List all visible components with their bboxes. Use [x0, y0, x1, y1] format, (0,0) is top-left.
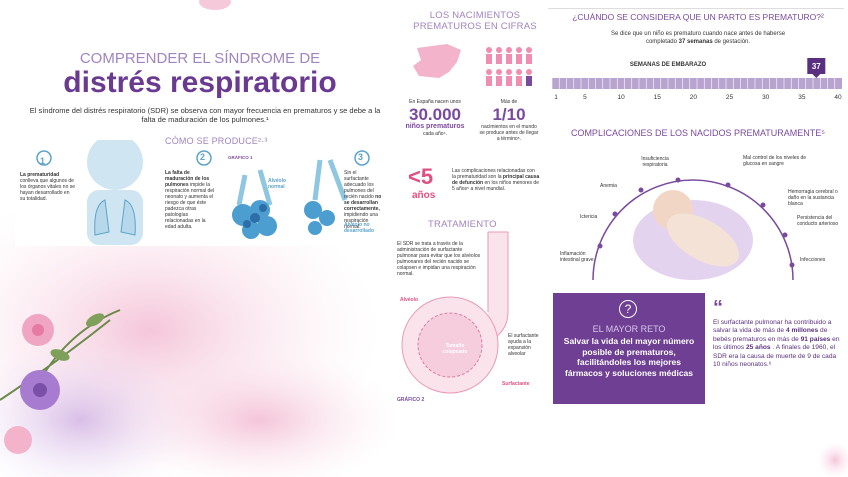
alveolus-label: Alvéolo no desarrollado — [344, 222, 375, 234]
step-text: conlleva que algunos de los órganos vita… — [20, 178, 76, 202]
cifras-icons — [413, 44, 532, 86]
premature-text: 37 semanas — [678, 38, 713, 45]
week-tick-label: 25 — [726, 94, 734, 101]
complication: Anemia — [600, 183, 617, 189]
step-text: no se desarrollan correctamente, — [344, 194, 382, 212]
quote-text: 4 millones — [785, 327, 819, 335]
complications-illustration — [592, 177, 795, 281]
marker-pointer — [812, 74, 821, 78]
week-tick-label: 40 — [834, 94, 842, 101]
stat-unit: años — [412, 190, 436, 201]
complications-title: COMPLICACIONES DE LOS NACIDOS PREMATURAM… — [570, 128, 826, 138]
step-text: La prematuridad conlleva que algunos de … — [20, 172, 76, 202]
complication: Persistencia del conducto arterioso — [797, 215, 839, 227]
week-tick-label: 30 — [762, 94, 770, 101]
stat-text: Las complicaciones relacionadas con la p… — [452, 168, 535, 180]
quote-text: de bebés prematuros en más de — [713, 327, 828, 343]
marker-label: 37 — [812, 62, 821, 71]
step-text: La falta de maduración de los pulmones — [165, 170, 210, 188]
week-tick-label: 35 — [798, 94, 806, 101]
stat-unit: niños prematuros — [405, 123, 465, 130]
treatment-illustration — [401, 231, 509, 394]
quote-text: El surfactante pulmonar ha contribuido a… — [713, 319, 845, 369]
step-text: La prematuridad — [20, 172, 60, 178]
week-tick-label: 10 — [617, 94, 625, 101]
stat-value: <5 — [408, 164, 434, 189]
complication: Ictericia — [580, 214, 598, 220]
title: distrés respiratorio — [63, 66, 337, 99]
premature-text: Se dice que un niño es prematuro cuando … — [610, 31, 786, 45]
premature-text: de gestación. — [714, 38, 751, 45]
stat-text: principal causa de defunción — [452, 174, 540, 186]
weeks-title: SEMANAS DE EMBARAZO — [629, 62, 707, 68]
stat-text: cada año⁴. — [422, 131, 448, 137]
cifras-title: LOS NACIMIENTOS PREMATUROS EN CIFRAS — [413, 10, 537, 32]
stat-text: En España nacen unos — [409, 99, 461, 105]
quote-mark: “ — [713, 297, 723, 319]
how-title: CÓMO SE PRODUCE²·³ — [165, 136, 268, 146]
stat-text: en los niños menores de 5 años⁵ a nivel … — [452, 180, 539, 192]
stat-text: nacimientos en el mundo se produce antes… — [479, 124, 539, 142]
treatment-label: Alvéolo — [400, 297, 419, 303]
stat-text: Más de — [500, 99, 518, 105]
step-text: impidiendo una respiración normal. — [344, 212, 378, 230]
complication: Insuficiencia respiratoria — [641, 156, 669, 168]
stat-value: 30.000 — [409, 105, 461, 124]
challenge-title: EL MAYOR RETO — [592, 324, 666, 334]
graphic-label: GRÁFICO 1 — [228, 155, 253, 160]
complication: Infecciones — [800, 257, 826, 263]
alveolus-label: Alvéolo normal — [268, 178, 287, 190]
step-text: Sin el surfactante adecuado los pulmones… — [344, 170, 374, 200]
premature-title: ¿CUÁNDO SE CONSIDERA QUE UN PARTO ES PRE… — [572, 12, 824, 22]
treatment-text: El SDR se trata a través de la administr… — [397, 241, 481, 277]
quote-text: 91 países — [800, 335, 831, 343]
treatment-label: Surfactante — [502, 381, 530, 387]
stat-text: Las complicaciones relacionadas con la p… — [452, 168, 540, 192]
kicker: COMPRENDER EL SÍNDROME DE — [79, 50, 321, 67]
quote-text: en los últimos — [713, 335, 840, 352]
week-tick-label: 15 — [654, 94, 662, 101]
week-tick-label: 1 — [554, 94, 558, 101]
quote-panel — [705, 293, 848, 404]
quote-text: El surfactante pulmonar ha contribuido a… — [713, 319, 832, 335]
complication: Hemorragia cerebral o daño en la sustanc… — [788, 189, 838, 207]
step-number: 1 — [40, 156, 46, 166]
marker-box — [807, 58, 826, 74]
divider — [548, 8, 844, 45]
week-tick-label: 5 — [583, 94, 587, 101]
complication: Inflamación intestinal grave — [560, 251, 594, 263]
step-text: impide la respiración normal del neonato… — [165, 182, 215, 230]
quote-text: . A finales de 1960, el SDR era la causa… — [713, 344, 837, 369]
graphic-label: GRÁFICO 2 — [397, 397, 425, 403]
week-tick-label: 20 — [690, 94, 698, 101]
step-number: 2 — [200, 152, 206, 162]
step-text: Sin el surfactante adecuado los pulmones… — [344, 170, 382, 230]
challenge-text: Salvar la vida del mayor número posible … — [563, 336, 695, 378]
intro-text: El síndrome del distrés respiratorio (SD… — [29, 106, 381, 124]
complication: Mal control de los niveles de glucosa en… — [743, 155, 807, 167]
treatment-label: Tamaño colapsado — [442, 343, 468, 355]
premature-text: Se dice que un niño es prematuro cuando … — [600, 31, 796, 46]
quote-text: 25 años — [746, 344, 771, 352]
step-text: La falta de maduración de los pulmones i… — [165, 170, 217, 230]
how-illustration — [36, 140, 370, 245]
treatment-title: TRATAMIENTO — [428, 219, 497, 230]
challenge-icon: ? — [619, 300, 637, 318]
stat-value: 1/10 — [492, 105, 526, 124]
treatment-label: El surfactante ayuda a la expansión alve… — [508, 333, 539, 357]
flowers — [0, 309, 121, 454]
step-number: 3 — [358, 152, 364, 162]
